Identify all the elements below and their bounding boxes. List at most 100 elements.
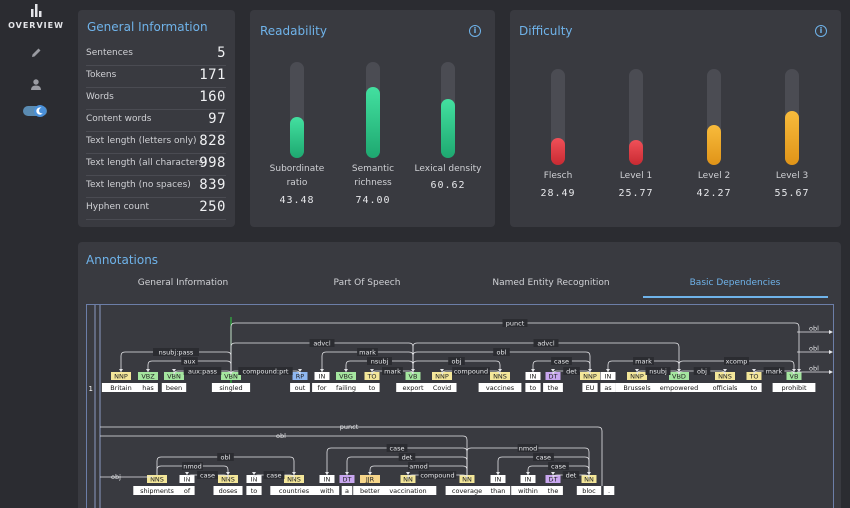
token-word: singled — [219, 384, 242, 392]
pos-tag-box — [669, 372, 689, 380]
token-word: out — [295, 384, 306, 392]
stat-value: 160 — [199, 89, 226, 105]
readability-title: Readability — [260, 24, 327, 38]
tab-named-entity-recognition[interactable]: Named Entity Recognition — [492, 278, 610, 288]
user-nav-item[interactable] — [0, 75, 72, 93]
edit-nav-item[interactable] — [0, 44, 72, 62]
pos-tag: VB — [409, 373, 418, 381]
arc-arrowhead — [344, 369, 348, 372]
readability-bar — [441, 62, 455, 158]
difficulty-label: Level 1 — [619, 171, 653, 181]
arc-arrowhead — [146, 369, 150, 372]
arc-arrowhead — [368, 472, 372, 475]
token-word: EU — [586, 384, 595, 392]
token-box — [543, 383, 563, 392]
relation-label-bg — [517, 444, 539, 452]
relation-label: advcl — [313, 340, 331, 348]
token-word: export — [402, 384, 424, 392]
pos-tag-box — [490, 475, 506, 483]
pos-tag: IN — [184, 476, 191, 484]
relation-label-bg — [551, 357, 572, 365]
overview-nav-item[interactable]: OVERVIEW — [0, 2, 72, 32]
pos-tag-box — [786, 372, 802, 380]
pos-tag-box — [746, 372, 762, 380]
token-word: Brussels — [623, 384, 651, 392]
token-word: prohibit — [781, 384, 806, 392]
relation-label-bg — [197, 471, 218, 479]
stat-label: Hyphen count — [86, 202, 150, 212]
token-box — [379, 486, 437, 495]
pos-tag: DT — [549, 373, 558, 381]
token-box — [603, 486, 615, 495]
relation-label-bg — [181, 357, 198, 365]
pos-tag: DT — [343, 476, 352, 484]
token-box — [353, 486, 387, 495]
arc-arrowhead — [226, 472, 230, 475]
readability-info-icon[interactable]: i — [469, 25, 481, 37]
pos-tag-box — [525, 372, 541, 380]
difficulty-value: 28.49 — [540, 188, 576, 199]
readability-label-line: Semantic — [351, 164, 395, 174]
stat-value: 998 — [199, 155, 226, 171]
pos-tag: NNS — [150, 476, 164, 484]
token-word: to — [751, 384, 758, 392]
dark-mode-toggle[interactable] — [0, 103, 72, 121]
arc-arrowhead — [752, 369, 756, 372]
token-box — [211, 383, 251, 392]
pos-tag-box — [314, 372, 330, 380]
relation-label: obl — [497, 349, 507, 357]
pos-tag: NN — [403, 476, 413, 484]
tab-general-information[interactable]: General Information — [137, 278, 229, 288]
token-word: officials — [713, 384, 738, 392]
stat-row: Tokens 171 — [86, 66, 226, 88]
arc-arrowhead — [185, 472, 189, 475]
token-box — [101, 383, 141, 392]
pos-tag-box — [545, 372, 561, 380]
pos-tag-box — [600, 372, 616, 380]
arc-arrowhead — [797, 369, 801, 372]
difficulty-info-icon[interactable]: i — [815, 25, 827, 37]
pos-tag: IN — [251, 476, 258, 484]
arc-arrowhead — [551, 472, 555, 475]
token-box — [138, 383, 158, 392]
stat-row: Hyphen count 250 — [86, 198, 226, 220]
stat-value: 839 — [199, 177, 226, 193]
relation-label-bg — [562, 471, 580, 479]
stat-row: Text length (no spaces) 839 — [86, 176, 226, 198]
pos-tag-box — [520, 475, 536, 483]
token-word: of — [184, 487, 191, 495]
dependency-graph: 1 NNP Britain VBZ has VBN been VBN singled RP out I… — [89, 305, 833, 508]
dependency-visualization: 1 NNP Britain VBZ has VBN been VBN singled RP out I… — [86, 304, 834, 508]
relation-label: advcl — [537, 340, 555, 348]
dependency-arc — [100, 435, 468, 475]
token-box — [525, 383, 541, 392]
token-box — [326, 383, 366, 392]
relation-label-bg — [533, 453, 554, 461]
token-word: to — [251, 487, 258, 495]
relation-label-bg — [238, 367, 293, 375]
difficulty-bar-fill — [785, 111, 799, 165]
pos-tag: IN — [605, 373, 612, 381]
relation-label-bg — [408, 462, 429, 470]
dependency-arc — [230, 322, 800, 372]
tab-part-of-speech[interactable]: Part Of Speech — [333, 278, 401, 288]
relation-label: amod — [409, 463, 427, 471]
relation-label: det — [402, 454, 413, 462]
pos-tag-box — [111, 372, 131, 380]
relation-label-bg — [763, 367, 785, 375]
token-word: shipments — [140, 487, 174, 495]
pos-tag: NN — [584, 476, 594, 484]
token-word: the — [548, 487, 559, 495]
readability-label-line: Lexical density — [414, 164, 482, 174]
relation-label-bg — [418, 471, 457, 479]
readability-label: Semantic richness — [328, 162, 418, 190]
relation-label-bg — [386, 444, 408, 452]
pencil-icon — [32, 48, 41, 57]
relation-label: obj — [452, 358, 462, 366]
pos-tag: TO — [748, 373, 758, 381]
pos-tag: IN — [324, 476, 331, 484]
tab-basic-dependencies[interactable]: Basic Dependencies — [689, 278, 781, 288]
relation-label: mark — [359, 349, 376, 357]
token-box — [341, 486, 353, 495]
relation-label-bg — [183, 367, 222, 375]
